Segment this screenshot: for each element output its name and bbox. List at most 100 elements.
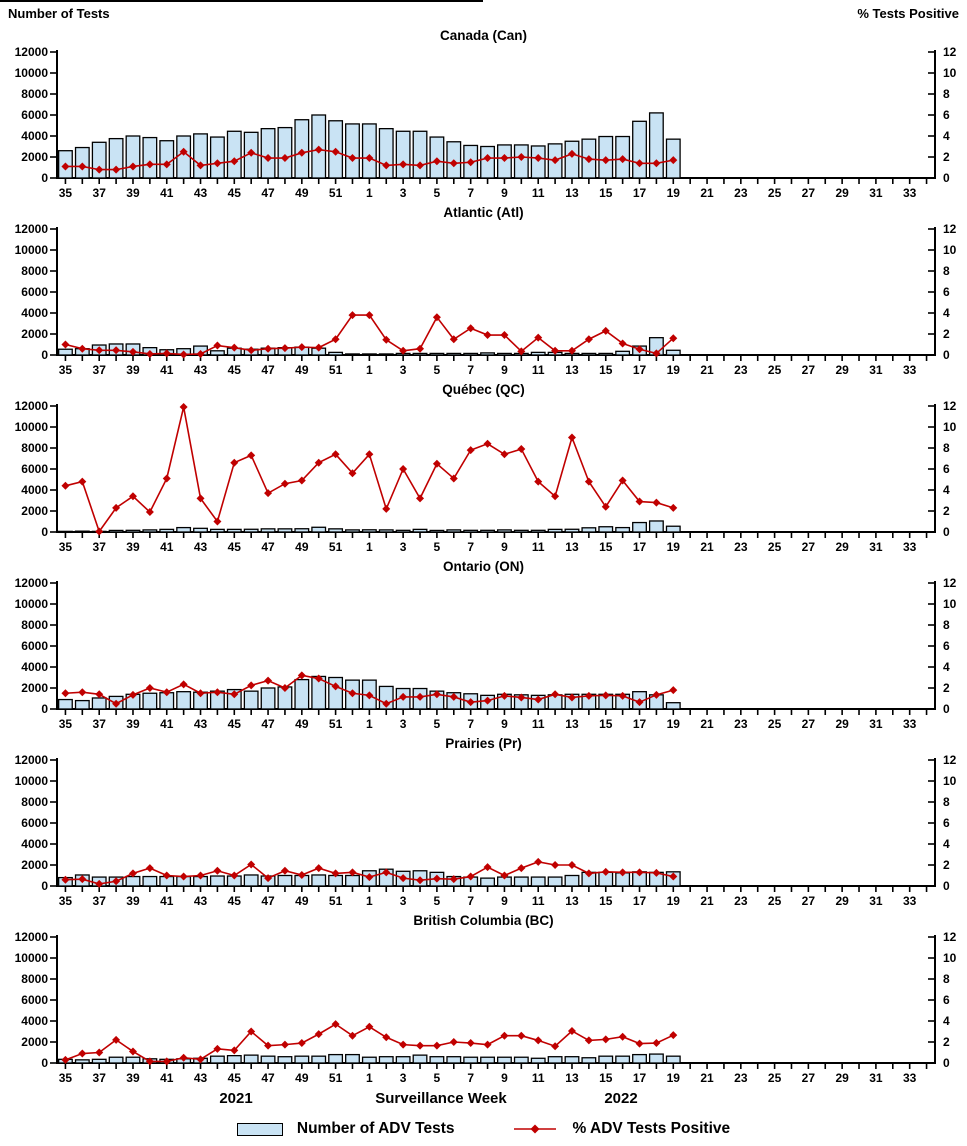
- pct-marker: [230, 157, 239, 166]
- pct-marker: [280, 866, 289, 875]
- x-axis-title: Surveillance Week: [375, 1090, 507, 1107]
- bar: [243, 690, 259, 710]
- left-tick-label: 4000: [21, 1014, 48, 1028]
- x-tick-label: 15: [599, 186, 613, 200]
- right-tick-label: 2: [943, 858, 950, 872]
- x-tick-label: 17: [633, 1071, 647, 1085]
- x-tick-label: 29: [835, 540, 849, 554]
- pct-marker: [314, 864, 323, 873]
- pct-marker: [551, 492, 560, 501]
- x-tick-label: 27: [802, 717, 816, 731]
- pct-marker: [584, 691, 593, 700]
- pct-marker: [584, 155, 593, 164]
- x-tick-label: 29: [835, 186, 849, 200]
- bar: [463, 352, 479, 356]
- bar: [378, 1056, 394, 1064]
- pct-marker: [601, 691, 610, 700]
- x-tick-label: 35: [59, 186, 73, 200]
- pct-marker: [280, 1040, 289, 1049]
- pct-marker: [179, 1053, 188, 1062]
- pct-marker: [128, 1047, 137, 1056]
- pct-marker: [534, 333, 543, 342]
- bar: [378, 353, 394, 356]
- x-tick-label: 11: [532, 717, 545, 731]
- pct-marker: [635, 497, 644, 506]
- bar: [277, 874, 293, 887]
- pct-marker: [500, 871, 509, 880]
- x-tick-label: 9: [501, 894, 508, 908]
- x-tick-label: 27: [802, 186, 816, 200]
- x-tick-label: 39: [126, 540, 140, 554]
- pct-marker: [213, 866, 222, 875]
- pct-marker: [416, 692, 425, 701]
- pct-marker: [500, 450, 509, 459]
- pct-marker: [500, 691, 509, 700]
- x-tick-label: 25: [768, 1071, 782, 1085]
- x-tick-label: 5: [434, 1071, 441, 1085]
- x-tick-label: 41: [160, 894, 174, 908]
- x-tick-label: 29: [835, 363, 849, 377]
- x-tick-label: 19: [667, 540, 681, 554]
- pct-marker: [280, 479, 289, 488]
- bar: [632, 120, 647, 179]
- pct-marker: [399, 1040, 408, 1049]
- pct-marker: [584, 869, 593, 878]
- x-tick-label: 17: [633, 717, 647, 731]
- bar: [74, 530, 90, 533]
- x-tick-label: 51: [329, 1071, 343, 1085]
- pct-marker: [314, 145, 323, 154]
- x-tick-label: 29: [835, 894, 849, 908]
- pct-marker: [196, 1055, 205, 1064]
- pct-marker: [213, 159, 222, 168]
- x-tick-label: 21: [700, 540, 714, 554]
- pct-marker: [297, 671, 306, 680]
- bar: [209, 1055, 225, 1064]
- pct-marker: [669, 1031, 678, 1040]
- x-tick-label: 13: [565, 540, 579, 554]
- x-tick-label: 25: [768, 363, 782, 377]
- x-tick-label: 33: [903, 363, 917, 377]
- x-tick-label: 31: [869, 717, 883, 731]
- x-tick-label: 25: [768, 717, 782, 731]
- left-tick-label: 12000: [15, 931, 49, 944]
- x-tick-label: 47: [261, 1071, 275, 1085]
- x-tick-label: 7: [467, 540, 474, 554]
- bar: [345, 529, 360, 533]
- pct-marker: [196, 871, 205, 880]
- pct-marker: [551, 1042, 560, 1051]
- x-tick-label: 9: [501, 186, 508, 200]
- bar: [193, 133, 208, 179]
- x-tick-label: 5: [434, 717, 441, 731]
- x-tick-label: 51: [329, 186, 343, 200]
- bar: [412, 1054, 428, 1064]
- x-tick-label: 41: [160, 363, 174, 377]
- right-tick-label: 10: [943, 243, 957, 257]
- right-tick-label: 0: [943, 525, 950, 539]
- bar: [260, 687, 276, 710]
- legend: Number of ADV Tests % ADV Tests Positive: [0, 1112, 967, 1146]
- x-tick-label: 23: [734, 186, 748, 200]
- x-tick-label: 51: [329, 894, 343, 908]
- pct-marker: [78, 344, 87, 353]
- x-tick-label: 31: [869, 186, 883, 200]
- top-border-line: [0, 0, 483, 2]
- pct-marker: [264, 1041, 273, 1050]
- left-tick-label: 6000: [21, 462, 48, 476]
- pct-marker: [128, 347, 137, 356]
- pct-marker: [314, 343, 323, 352]
- year-label-2022: 2022: [604, 1090, 638, 1107]
- x-tick-label: 3: [400, 717, 407, 731]
- right-tick-label: 8: [943, 87, 950, 101]
- right-tick-label: 4: [943, 129, 950, 143]
- bar: [598, 526, 614, 533]
- pct-marker: [61, 875, 70, 884]
- x-tick-label: 23: [734, 717, 748, 731]
- bar: [361, 353, 377, 356]
- x-tick-label: 5: [434, 363, 441, 377]
- pct-marker: [618, 155, 627, 164]
- pct-marker: [297, 148, 306, 157]
- x-tick-label: 37: [93, 540, 107, 554]
- x-tick-label: 3: [400, 894, 407, 908]
- pct-marker: [112, 346, 121, 355]
- bar: [598, 1055, 614, 1064]
